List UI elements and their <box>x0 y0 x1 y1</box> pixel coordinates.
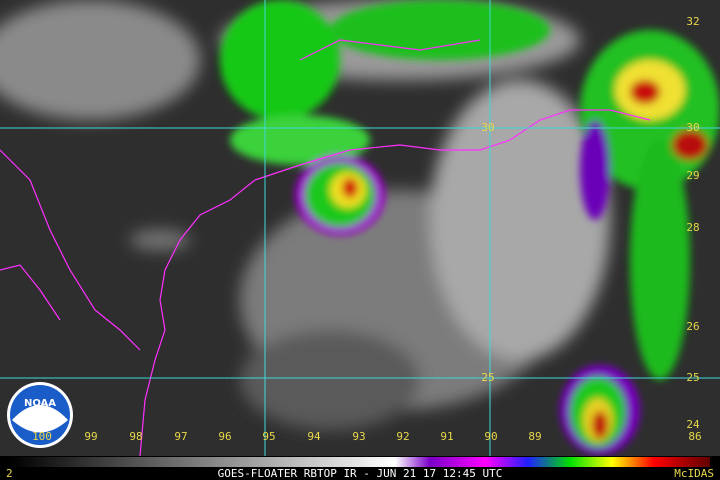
latitude-label: 30 <box>686 121 699 134</box>
latitude-label: 29 <box>686 169 699 182</box>
frame-number: 2 <box>6 467 13 480</box>
grid-label: 25 <box>481 371 494 384</box>
color-bar <box>10 457 710 467</box>
latitude-label: 28 <box>686 221 699 234</box>
longitude-label: 93 <box>352 430 365 443</box>
longitude-label: 99 <box>84 430 97 443</box>
latitude-label: 24 <box>686 418 700 431</box>
latitude-label: 32 <box>686 15 699 28</box>
longitude-label: 90 <box>484 430 497 443</box>
caption: GOES-FLOATER RBTOP IR - JUN 21 17 12:45 … <box>218 467 503 480</box>
longitude-label: 92 <box>396 430 409 443</box>
imagery: NOAA <box>0 0 720 457</box>
latitude-label: 26 <box>686 320 699 333</box>
latitude-label: 25 <box>686 371 699 384</box>
longitude-label: 96 <box>218 430 231 443</box>
longitude-label: 94 <box>307 430 321 443</box>
longitude-label: 86 <box>688 430 701 443</box>
noaa-logo: NOAA <box>7 382 73 448</box>
longitude-label: 100 <box>32 430 52 443</box>
longitude-label: 98 <box>129 430 142 443</box>
longitude-label: 89 <box>528 430 541 443</box>
logo-text: NOAA <box>24 398 56 409</box>
longitude-label: 95 <box>262 430 275 443</box>
software: McIDAS <box>674 467 714 480</box>
longitude-label: 91 <box>440 430 453 443</box>
grid-label: 30 <box>481 121 494 134</box>
longitude-label: 97 <box>174 430 187 443</box>
